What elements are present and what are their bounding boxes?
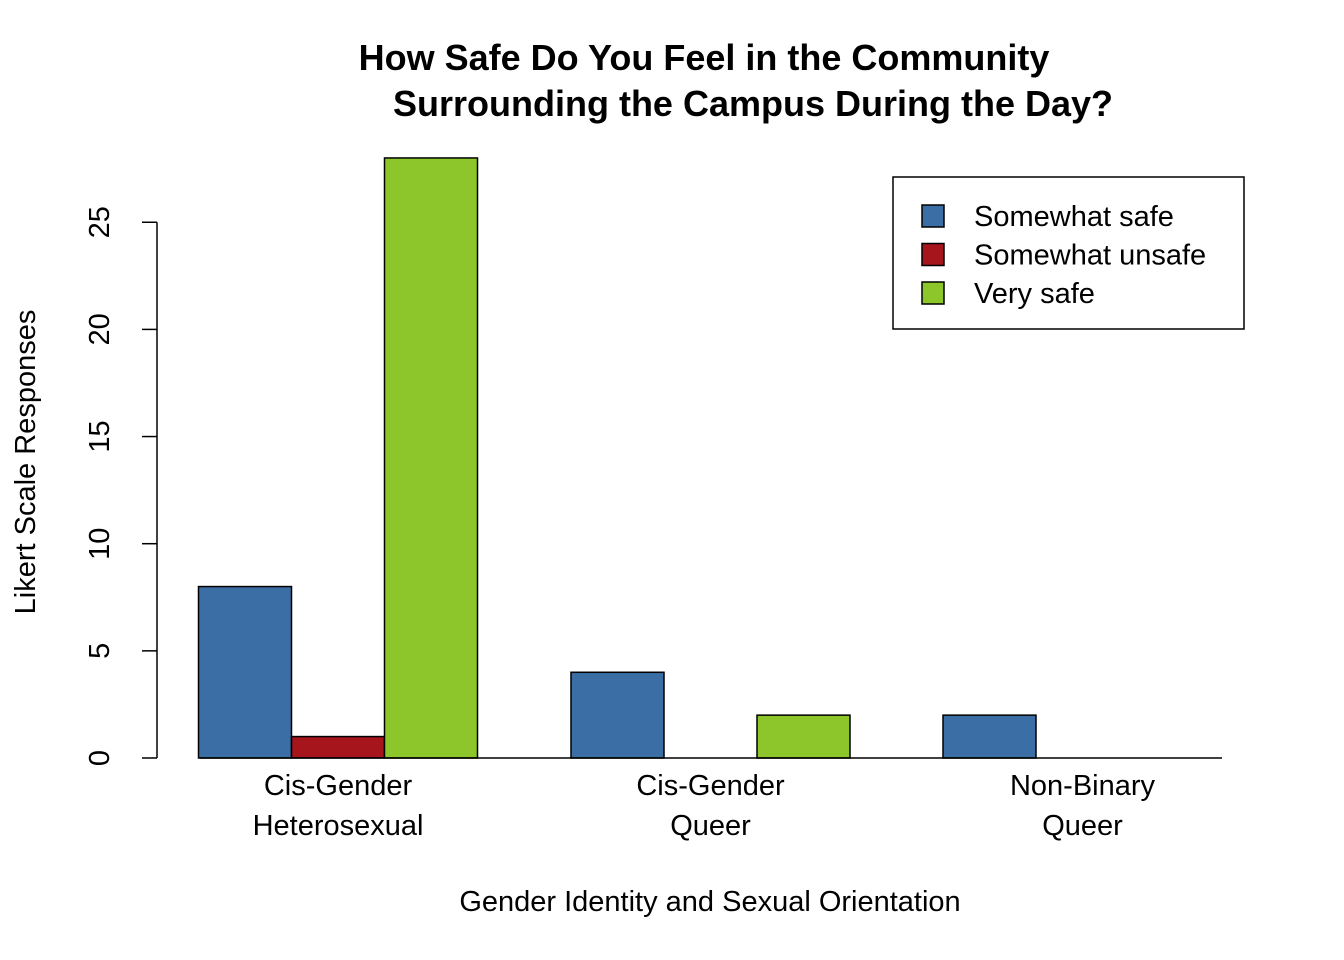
legend-swatch-2: [921, 281, 945, 305]
bar-0-0: [197, 585, 293, 759]
x-tick-label-2-1: Queer: [1042, 810, 1123, 842]
x-tick-label-0-0: Cis-Gender: [264, 770, 413, 802]
bar-0-2: [383, 157, 479, 759]
bar-1-0: [570, 671, 665, 759]
legend-label-0: Somewhat safe: [974, 201, 1174, 233]
x-axis-title: Gender Identity and Sexual Orientation: [459, 886, 960, 918]
x-tick-label-2-0: Non-Binary: [1010, 770, 1156, 802]
legend-box: [892, 176, 1245, 330]
bar-0-1: [290, 735, 386, 759]
y-tick-label-3: 15: [84, 420, 116, 452]
x-tick-label-0-1: Heterosexual: [253, 810, 424, 842]
y-tick-label-5: 25: [84, 206, 116, 238]
y-tick-label-4: 20: [84, 313, 116, 345]
y-tick-label-1: 5: [84, 643, 116, 659]
y-axis-title: Likert Scale Responses: [10, 310, 42, 615]
y-tick-label-0: 0: [84, 750, 116, 766]
legend: Somewhat safe Somewhat unsafe Very safe: [892, 176, 1245, 330]
x-tick-label-1-1: Queer: [670, 810, 751, 842]
legend-swatch-1: [921, 242, 945, 267]
chart-title-line-2: Surrounding the Campus During the Day?: [393, 83, 1113, 124]
x-tick-label-1-0: Cis-Gender: [636, 770, 785, 802]
legend-swatch-0: [921, 204, 945, 228]
x-axis-tick-labels: Cis-Gender Heterosexual Cis-Gender Queer Non…: [253, 770, 1156, 842]
y-tick-label-2: 10: [84, 528, 116, 560]
bars-group: [197, 157, 1037, 759]
bar-1-2: [756, 714, 851, 759]
bar-2-0: [942, 714, 1037, 759]
legend-label-2: Very safe: [974, 278, 1095, 310]
legend-label-1: Somewhat unsafe: [974, 240, 1206, 272]
chart-title-line-1: How Safe Do You Feel in the Community: [359, 37, 1050, 78]
y-axis: 0 5 10 15 20 25: [84, 206, 158, 766]
